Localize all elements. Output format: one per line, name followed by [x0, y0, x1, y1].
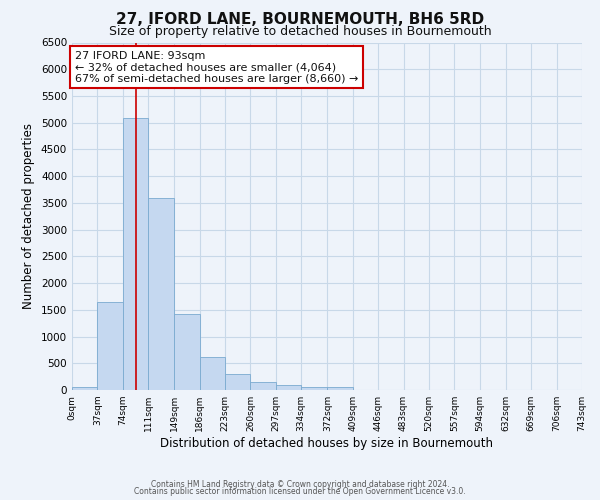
Text: Contains HM Land Registry data © Crown copyright and database right 2024.: Contains HM Land Registry data © Crown c…: [151, 480, 449, 489]
Text: 27 IFORD LANE: 93sqm
← 32% of detached houses are smaller (4,064)
67% of semi-de: 27 IFORD LANE: 93sqm ← 32% of detached h…: [75, 50, 358, 84]
Bar: [148, 198, 174, 390]
Bar: [328, 388, 353, 390]
Bar: [250, 382, 276, 390]
Bar: [174, 314, 200, 390]
Y-axis label: Number of detached properties: Number of detached properties: [22, 123, 35, 309]
Bar: [72, 388, 97, 390]
Text: 27, IFORD LANE, BOURNEMOUTH, BH6 5RD: 27, IFORD LANE, BOURNEMOUTH, BH6 5RD: [116, 12, 484, 28]
Bar: [225, 374, 250, 390]
Bar: [123, 118, 148, 390]
Text: Size of property relative to detached houses in Bournemouth: Size of property relative to detached ho…: [109, 25, 491, 38]
Text: Contains public sector information licensed under the Open Government Licence v3: Contains public sector information licen…: [134, 488, 466, 496]
Bar: [200, 357, 225, 390]
Bar: [97, 302, 123, 390]
X-axis label: Distribution of detached houses by size in Bournemouth: Distribution of detached houses by size …: [161, 437, 493, 450]
Bar: [301, 388, 328, 390]
Bar: [276, 384, 301, 390]
